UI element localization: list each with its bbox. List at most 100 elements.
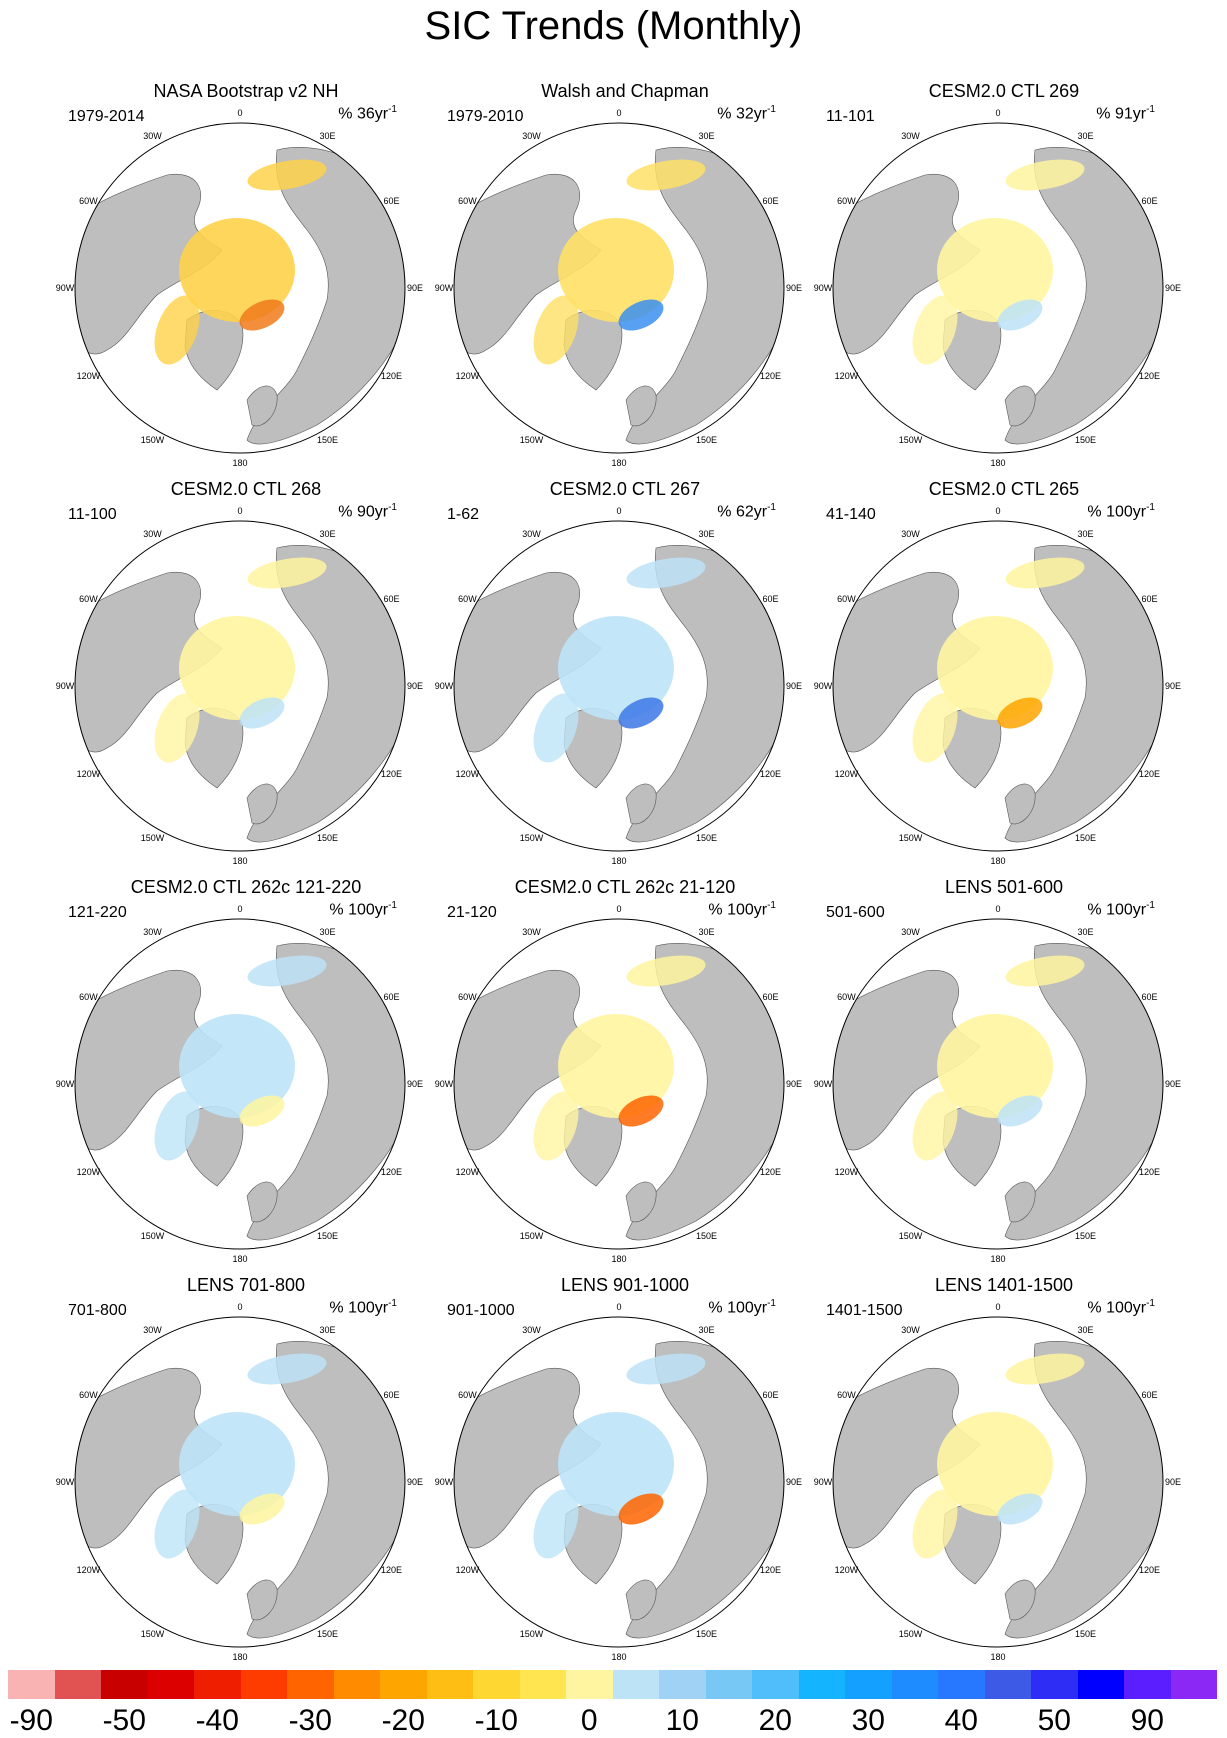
lon-label: 150E — [316, 434, 339, 445]
lon-label: 60W — [79, 991, 98, 1002]
panel-period: 901-1000 — [447, 1302, 515, 1319]
lon-label: 60W — [79, 593, 98, 604]
map-boundary — [453, 122, 785, 454]
lon-label: 150E — [316, 832, 339, 843]
map-panel: Walsh and Chapman 1979-2010 % 32yr-1 180 150… — [435, 80, 814, 480]
land-scandinavia — [625, 1579, 657, 1621]
polar-map — [74, 520, 406, 852]
ice-trend-barents — [997, 697, 1043, 729]
panel-title: CESM2.0 CTL 268 — [170, 479, 322, 499]
lon-label: 60E — [762, 991, 779, 1002]
ice-trend-central — [179, 1412, 295, 1516]
lon-label: 90E — [785, 283, 803, 293]
colorbar-swatch — [705, 1670, 752, 1699]
colorbar-swatch — [891, 1670, 938, 1699]
panel-title: CESM2.0 CTL 262c 21-120 — [514, 877, 736, 897]
colorbar-swatch — [984, 1670, 1031, 1699]
lon-label: 0 — [616, 1302, 622, 1312]
lon-label: 180 — [232, 458, 248, 468]
panel-title: LENS 501-600 — [944, 877, 1064, 897]
map-boundary — [453, 1316, 785, 1648]
colorbar-swatch — [752, 1670, 799, 1699]
map-boundary — [74, 918, 406, 1250]
lon-label: 150W — [140, 434, 165, 445]
lon-label: 150E — [316, 1230, 339, 1241]
panel-period: 701-800 — [68, 1302, 127, 1319]
lon-label: 30W — [522, 927, 541, 938]
lon-label: 60E — [383, 991, 400, 1002]
lon-label: 150E — [695, 434, 718, 445]
lon-label: 150W — [519, 434, 544, 445]
lon-label: 120W — [834, 768, 859, 779]
map-boundary — [832, 122, 1164, 454]
lon-label: 120E — [1139, 1564, 1161, 1575]
lon-label: 30W — [901, 529, 920, 540]
lon-label: 30W — [901, 1325, 920, 1336]
polar-map — [453, 520, 785, 852]
lon-label: 60W — [837, 593, 856, 604]
lon-label: 150E — [316, 1628, 339, 1639]
map-boundary — [453, 520, 785, 852]
lon-label: 60W — [79, 195, 98, 206]
polar-map — [74, 122, 406, 454]
panel-period: 1-62 — [447, 506, 480, 523]
lon-label: 90W — [434, 681, 454, 691]
panel-title: CESM2.0 CTL 269 — [928, 81, 1080, 101]
panel-units: % 90yr-1 — [338, 502, 397, 521]
map-boundary — [832, 918, 1164, 1250]
map-boundary — [832, 520, 1164, 852]
lon-label: 30W — [143, 529, 162, 540]
ice-trend-barents — [997, 1095, 1043, 1127]
lon-label: 150E — [1074, 434, 1097, 445]
lon-label: 150W — [519, 1628, 544, 1639]
colorbar-tick-label: -30 — [288, 1704, 332, 1737]
map-boundary — [453, 918, 785, 1250]
map-panel: LENS 901-1000 901-1000 % 100yr-1 180 150E 120… — [434, 1274, 814, 1674]
lon-label: 180 — [232, 1652, 248, 1662]
ice-trend-pacific — [247, 955, 327, 987]
polar-map — [453, 122, 785, 454]
lon-label: 150E — [695, 832, 718, 843]
colorbar-swatch — [287, 1670, 334, 1699]
lon-label: 120E — [760, 768, 782, 779]
lon-label: 30E — [319, 131, 336, 142]
panel-period: 11-100 — [68, 506, 117, 523]
lon-label: 120W — [76, 1564, 101, 1575]
lon-label: 0 — [237, 1302, 243, 1312]
lon-label: 0 — [995, 506, 1001, 516]
lon-label: 180 — [232, 1254, 248, 1264]
polar-map — [832, 520, 1164, 852]
colorbar-tick-label: -20 — [381, 1704, 425, 1737]
ice-trend-barents — [239, 1493, 285, 1525]
lon-label: 120W — [76, 370, 101, 381]
panel-units: % 100yr-1 — [708, 900, 776, 919]
panel-units: % 100yr-1 — [1087, 900, 1155, 919]
lon-label: 30E — [698, 1325, 715, 1336]
land-scandinavia — [1004, 783, 1036, 825]
lon-label: 30E — [1077, 927, 1094, 938]
ice-trend-pacific — [1005, 1353, 1085, 1385]
lon-label: 0 — [616, 904, 622, 914]
colorbar-swatch — [473, 1670, 520, 1699]
ice-trend-labrador — [912, 295, 958, 365]
ice-trend-central — [558, 218, 674, 322]
lon-label: 30E — [1077, 131, 1094, 142]
lon-label: 90E — [406, 681, 424, 691]
lon-label: 90W — [434, 1477, 454, 1487]
lon-label: 120W — [834, 370, 859, 381]
lon-label: 90W — [55, 681, 75, 691]
ice-trend-labrador — [154, 1091, 200, 1161]
colorbar-swatch — [566, 1670, 613, 1699]
lon-label: 150E — [695, 1230, 718, 1241]
ice-trend-pacific — [1005, 159, 1085, 191]
lon-label: 120E — [760, 1564, 782, 1575]
land-scandinavia — [1004, 1181, 1036, 1223]
lon-label: 60E — [383, 195, 400, 206]
colorbar-tick-label: -90 — [9, 1704, 53, 1737]
colorbar-swatch — [8, 1670, 55, 1699]
lon-label: 60W — [458, 593, 477, 604]
panel-title: NASA Bootstrap v2 NH — [153, 81, 339, 101]
lon-label: 150W — [898, 1628, 923, 1639]
colorbar-swatch — [612, 1670, 659, 1699]
